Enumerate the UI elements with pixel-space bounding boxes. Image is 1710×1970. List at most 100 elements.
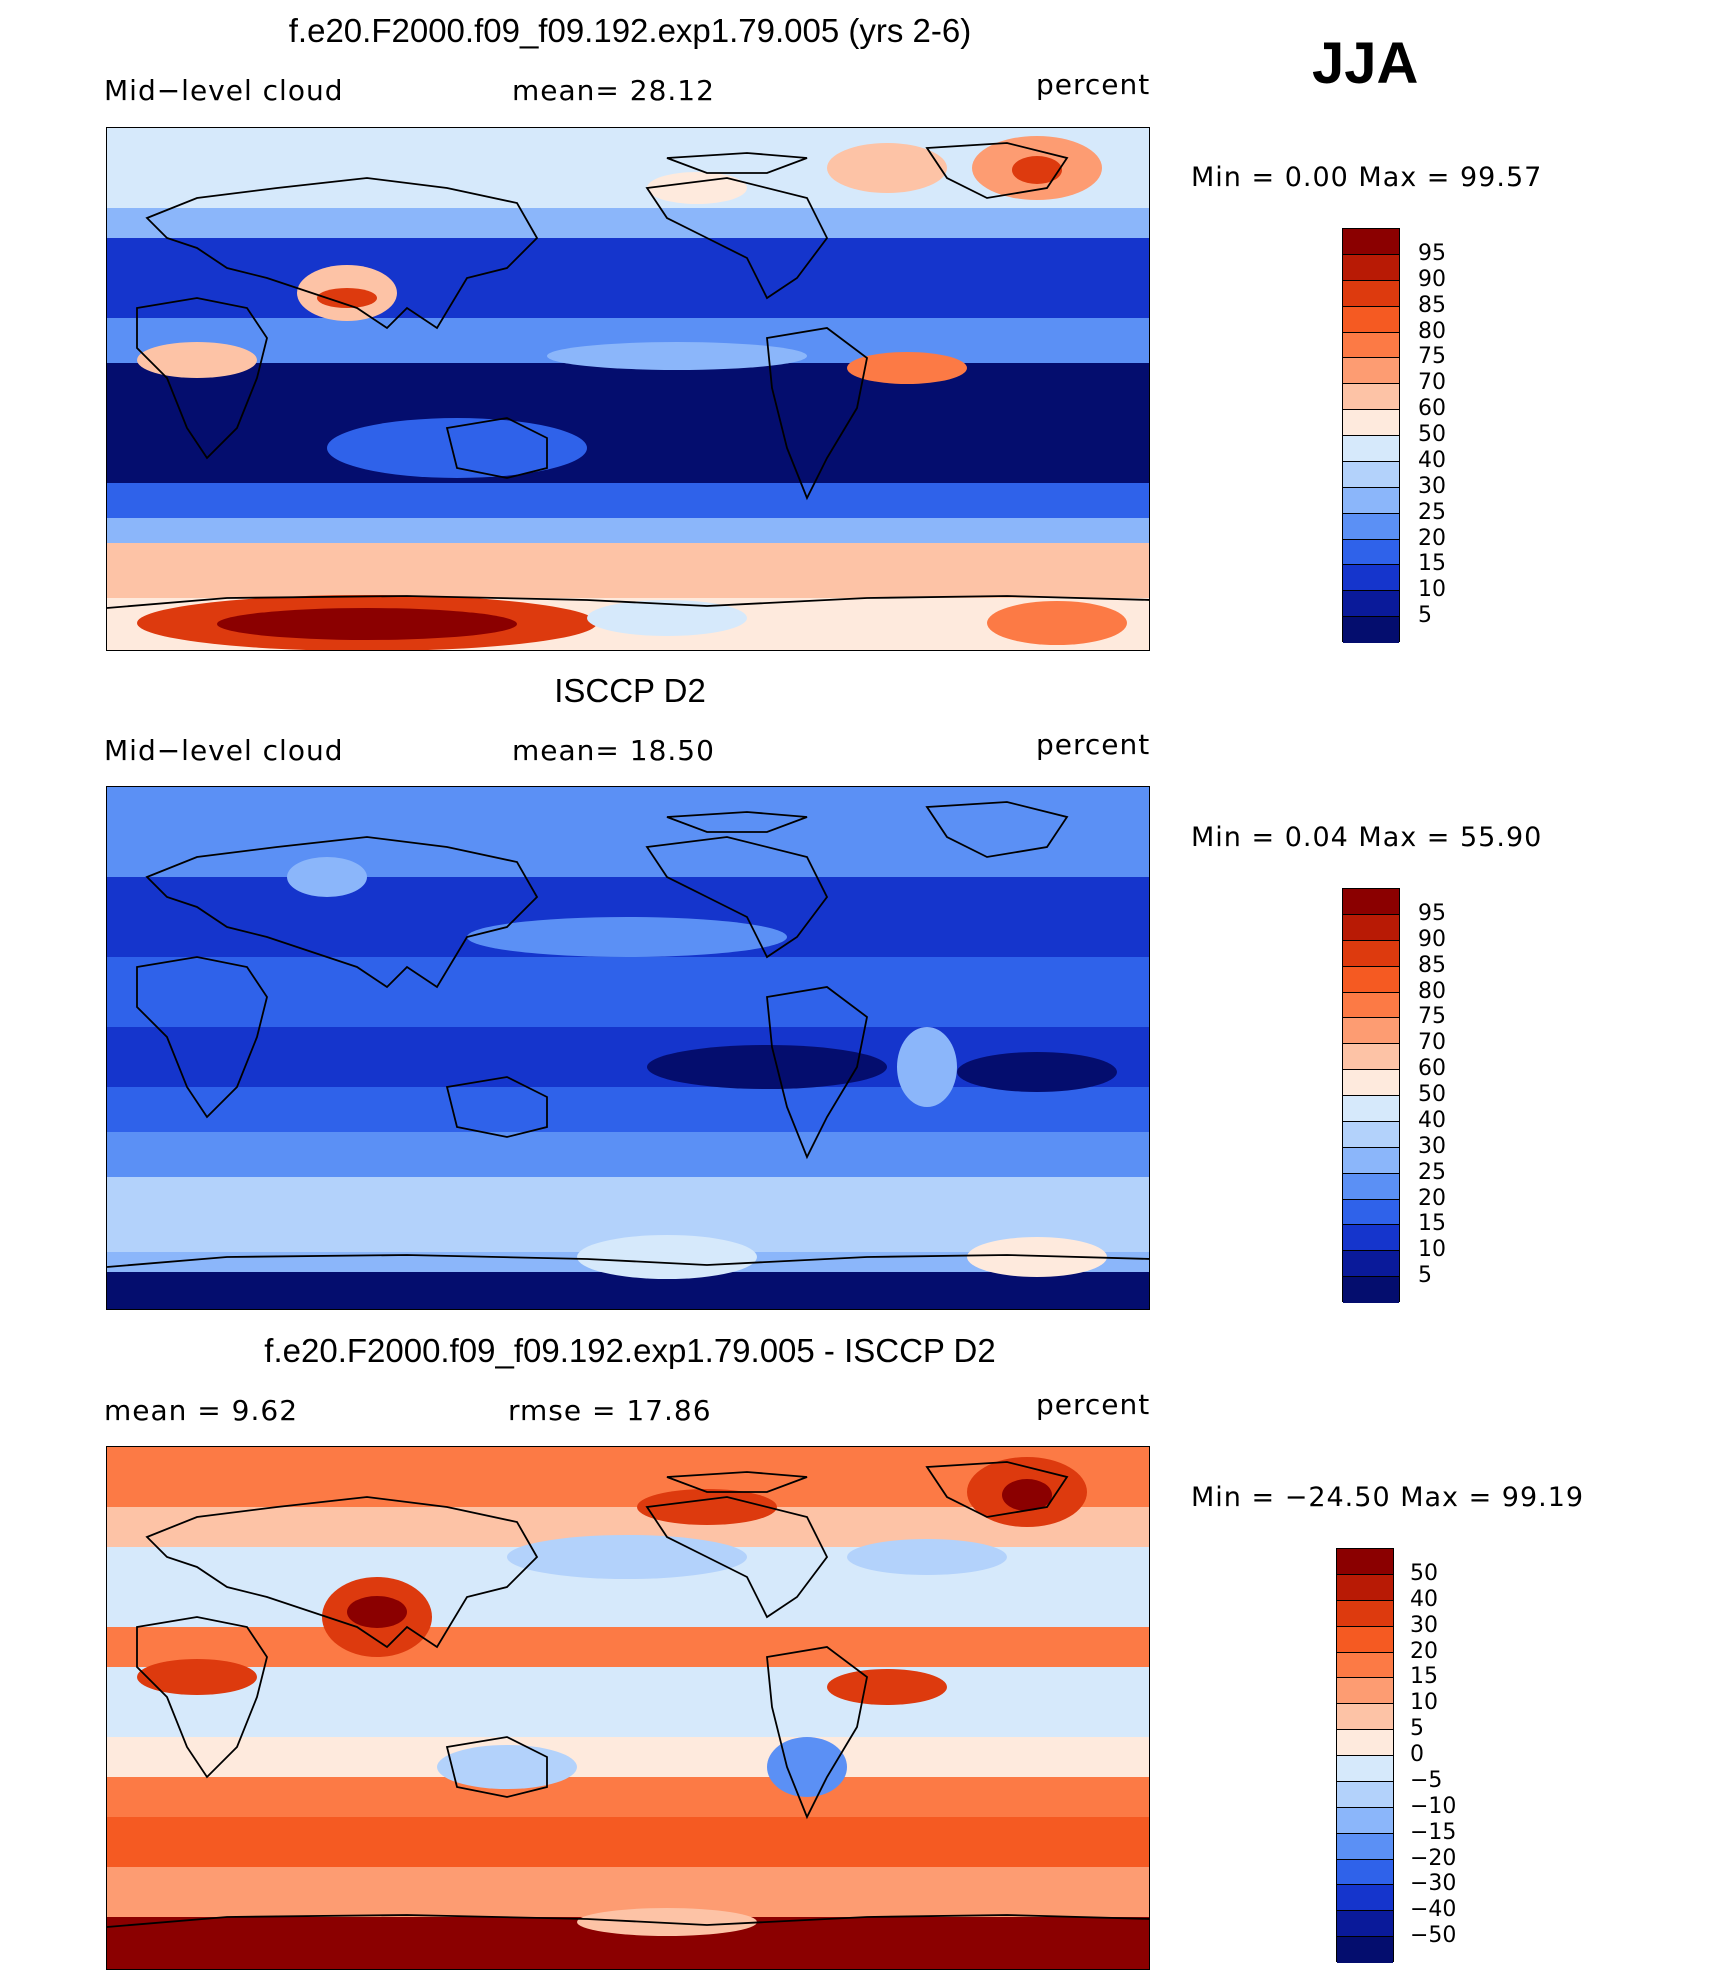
colorbar-swatch	[1343, 410, 1399, 436]
colorbar-swatch	[1343, 513, 1399, 540]
colorbar-swatch	[1343, 1199, 1399, 1226]
colorbar-swatch	[1343, 461, 1399, 488]
panel-3-colorbar	[1336, 1548, 1394, 1963]
season-label: JJA	[1312, 31, 1419, 96]
colorbar-swatch	[1337, 1885, 1393, 1912]
colorbar-swatch	[1337, 1574, 1393, 1601]
colorbar-tick-label: 40	[1418, 447, 1446, 473]
colorbar-swatch	[1343, 1121, 1399, 1148]
colorbar-tick-label: 10	[1418, 1237, 1446, 1263]
colorbar-tick-label: 0	[1410, 1742, 1424, 1767]
colorbar-swatch	[1343, 1225, 1399, 1252]
panel-3-mean-label: mean = 9.62	[104, 1394, 299, 1427]
colorbar-tick-label: −15	[1410, 1819, 1457, 1845]
colorbar-swatch	[1337, 1730, 1393, 1756]
colorbar-tick-label: 10	[1410, 1690, 1438, 1716]
colorbar-swatch	[1343, 229, 1399, 255]
colorbar-swatch	[1343, 1018, 1399, 1045]
colorbar-swatch	[1343, 1173, 1399, 1200]
colorbar-tick-label: −50	[1410, 1923, 1457, 1949]
colorbar-tick-label: 30	[1418, 473, 1446, 499]
colorbar-tick-label: 70	[1418, 1030, 1446, 1056]
colorbar-tick-label: 90	[1418, 926, 1446, 952]
colorbar-tick-label: 25	[1418, 499, 1446, 525]
colorbar-tick-label: 70	[1418, 370, 1446, 396]
colorbar-tick-label: 5	[1418, 603, 1432, 629]
colorbar-swatch	[1337, 1678, 1393, 1705]
panel-3-minmax: Min = −24.50 Max = 99.19	[1191, 1482, 1585, 1513]
colorbar-tick-label: 60	[1418, 396, 1446, 422]
colorbar-swatch	[1343, 992, 1399, 1019]
colorbar-tick-label: 85	[1418, 952, 1446, 978]
panel-1-title: f.e20.F2000.f09_f09.192.exp1.79.005 (yrs…	[288, 12, 972, 49]
colorbar-swatch	[1337, 1756, 1393, 1782]
colorbar-swatch	[1343, 1044, 1399, 1071]
colorbar-swatch	[1337, 1781, 1393, 1808]
colorbar-tick-label: 50	[1418, 1082, 1446, 1107]
colorbar-swatch	[1343, 280, 1399, 307]
colorbar-swatch	[1337, 1807, 1393, 1834]
panel-2-mean-label: mean= 18.50	[512, 734, 715, 767]
colorbar-swatch	[1337, 1911, 1393, 1938]
colorbar-swatch	[1343, 1070, 1399, 1096]
colorbar-swatch	[1343, 940, 1399, 967]
colorbar-swatch	[1343, 565, 1399, 592]
colorbar-swatch	[1337, 1626, 1393, 1653]
panel-1-colorbar	[1342, 228, 1400, 643]
panel-2-variable-label: Mid−level cloud	[104, 734, 344, 767]
colorbar-tick-label: 15	[1410, 1664, 1438, 1690]
colorbar-tick-label: −30	[1410, 1871, 1457, 1897]
colorbar-tick-label: −40	[1410, 1897, 1457, 1923]
colorbar-swatch	[1343, 966, 1399, 993]
colorbar-swatch	[1343, 332, 1399, 359]
colorbar-swatch	[1337, 1859, 1393, 1886]
colorbar-tick-label: 5	[1418, 1263, 1432, 1289]
colorbar-tick-label: 95	[1418, 240, 1446, 266]
colorbar-tick-label: 10	[1418, 577, 1446, 603]
colorbar-swatch	[1343, 1096, 1399, 1122]
colorbar-tick-label: 20	[1410, 1638, 1438, 1664]
panel-1-units-label: percent	[1036, 68, 1151, 101]
colorbar-tick-label: 50	[1410, 1560, 1438, 1586]
colorbar-tick-label: −5	[1410, 1767, 1443, 1793]
panel-1-variable-label: Mid−level cloud	[104, 74, 344, 107]
colorbar-swatch	[1343, 539, 1399, 566]
colorbar-tick-label: 30	[1418, 1133, 1446, 1159]
colorbar-tick-label: −20	[1410, 1845, 1457, 1871]
panel-1-map	[106, 127, 1150, 651]
colorbar-tick-label: 85	[1418, 292, 1446, 318]
colorbar-swatch	[1343, 436, 1399, 462]
colorbar-tick-label: 80	[1418, 318, 1446, 344]
colorbar-tick-label: 80	[1418, 978, 1446, 1004]
colorbar-swatch	[1343, 1251, 1399, 1278]
colorbar-swatch	[1337, 1652, 1393, 1679]
colorbar-swatch	[1343, 889, 1399, 915]
panel-3-title: f.e20.F2000.f09_f09.192.exp1.79.005 - IS…	[264, 1332, 996, 1369]
colorbar-tick-label: 15	[1418, 551, 1446, 577]
colorbar-swatch	[1337, 1704, 1393, 1731]
colorbar-tick-label: 40	[1418, 1107, 1446, 1133]
colorbar-tick-label: 90	[1418, 266, 1446, 292]
colorbar-swatch	[1343, 914, 1399, 941]
colorbar-tick-label: 20	[1418, 525, 1446, 551]
colorbar-swatch	[1337, 1833, 1393, 1860]
colorbar-swatch	[1343, 591, 1399, 618]
colorbar-tick-label: 75	[1418, 1004, 1446, 1030]
colorbar-swatch	[1337, 1937, 1393, 1963]
colorbar-tick-label: 5	[1410, 1716, 1424, 1742]
colorbar-swatch	[1343, 1147, 1399, 1174]
panel-3-map	[106, 1446, 1150, 1970]
colorbar-swatch	[1343, 254, 1399, 281]
colorbar-swatch	[1337, 1600, 1393, 1627]
colorbar-tick-label: 25	[1418, 1159, 1446, 1185]
colorbar-swatch	[1343, 358, 1399, 385]
panel-3-units-label: percent	[1036, 1388, 1151, 1421]
colorbar-swatch	[1343, 487, 1399, 514]
colorbar-swatch	[1343, 306, 1399, 333]
colorbar-swatch	[1337, 1549, 1393, 1575]
panel-2-title: ISCCP D2	[554, 672, 706, 709]
panel-2-colorbar	[1342, 888, 1400, 1303]
panel-3-rmse-label: rmse = 17.86	[508, 1394, 712, 1427]
panel-1-minmax: Min = 0.00 Max = 99.57	[1191, 162, 1543, 193]
colorbar-tick-label: 75	[1418, 344, 1446, 370]
